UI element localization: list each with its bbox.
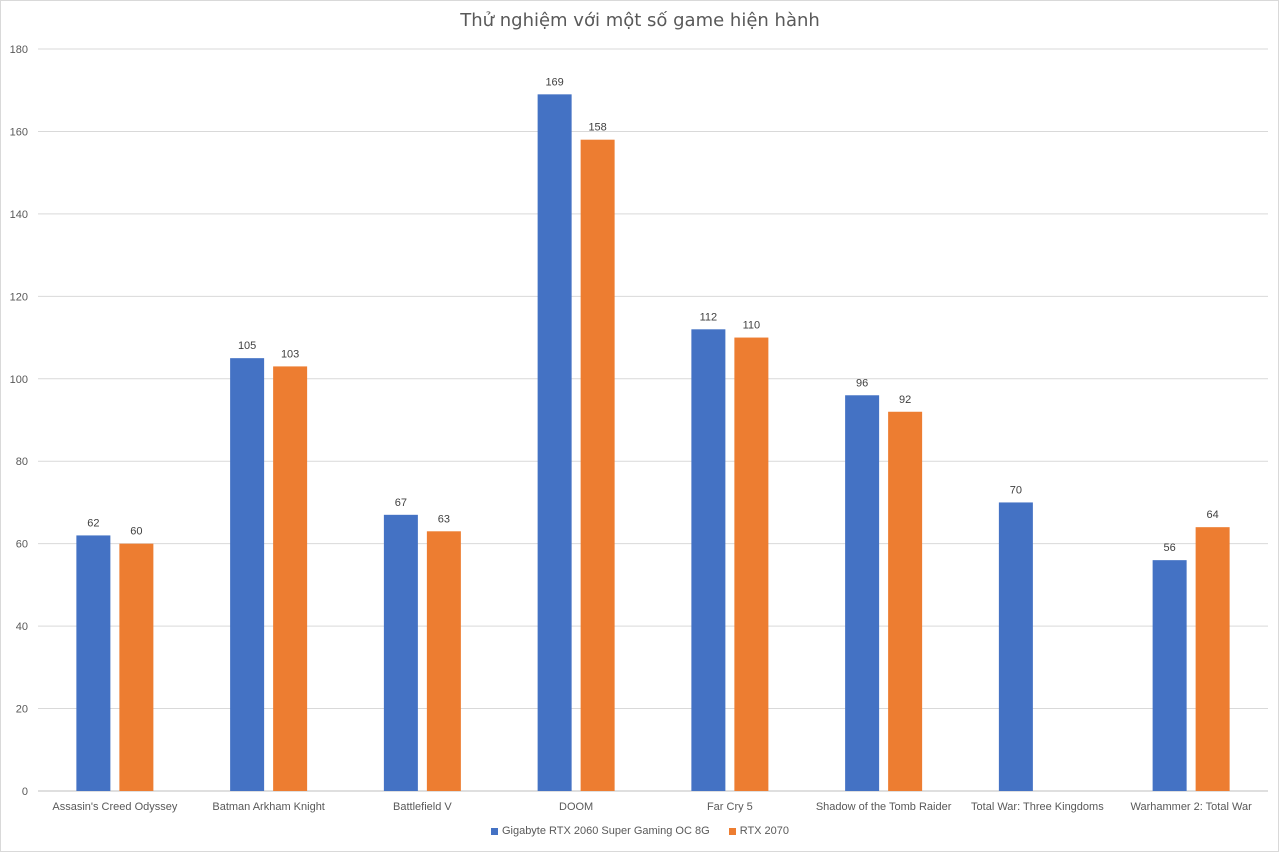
bar-series-1 <box>76 535 111 791</box>
data-label: 110 <box>743 320 761 332</box>
y-tick-label: 0 <box>22 786 28 798</box>
bar-series-1 <box>998 502 1033 791</box>
x-category-label: Far Cry 5 <box>707 801 753 813</box>
legend-swatch-series-1 <box>490 827 498 835</box>
x-category-label: Batman Arkham Knight <box>212 801 325 813</box>
legend-item-series-1: Gigabyte RTX 2060 Super Gaming OC 8G <box>490 825 710 837</box>
data-label: 92 <box>899 394 911 406</box>
x-axis-categories: Assasin's Creed Odyssey Batman Arkham Kni… <box>52 801 1252 813</box>
bar-series-1 <box>1152 560 1187 791</box>
bar-series-2 <box>1195 527 1230 791</box>
bar-series-1 <box>845 395 880 791</box>
chart-title: Thử nghiệm với một số game hiện hành <box>460 10 820 31</box>
bar-series-2 <box>426 531 461 791</box>
bar-series-2 <box>580 139 615 791</box>
data-label: 103 <box>281 348 299 360</box>
data-label: 70 <box>1010 484 1022 496</box>
y-tick-label: 40 <box>16 621 28 633</box>
bars <box>76 94 1230 792</box>
x-category-label: Assasin's Creed Odyssey <box>52 801 177 813</box>
x-category-label: Warhammer 2: Total War <box>1131 801 1253 813</box>
data-label: 64 <box>1207 509 1219 521</box>
legend-item-series-2: RTX 2070 <box>728 825 790 837</box>
x-category-label: Battlefield V <box>393 801 452 813</box>
x-category-label: DOOM <box>559 801 593 813</box>
y-tick-label: 20 <box>16 704 28 716</box>
bar-series-1 <box>383 514 418 791</box>
y-tick-label: 60 <box>16 539 28 551</box>
bar-series-1 <box>691 329 726 791</box>
data-label: 96 <box>856 377 868 389</box>
y-tick-label: 80 <box>16 456 28 468</box>
gridlines <box>38 48 1268 792</box>
data-label: 56 <box>1164 542 1176 554</box>
legend-label-series-2: RTX 2070 <box>739 825 790 837</box>
data-label: 112 <box>700 311 718 323</box>
bar-series-2 <box>119 543 154 791</box>
data-label: 158 <box>588 122 606 134</box>
y-axis-ticks: 0 20 40 60 80 100 120 140 160 180 <box>10 44 28 798</box>
y-tick-label: 120 <box>10 291 28 303</box>
data-label: 67 <box>395 497 407 509</box>
bar-series-2 <box>273 366 308 791</box>
data-label: 60 <box>130 526 142 538</box>
bar-series-2 <box>734 337 769 791</box>
x-category-label: Total War: Three Kingdoms <box>971 801 1104 813</box>
y-tick-label: 100 <box>10 374 28 386</box>
data-label: 169 <box>545 76 563 88</box>
bar-series-2 <box>888 411 923 791</box>
legend-swatch-series-2 <box>728 827 736 835</box>
data-labels: 62 60 105 103 67 63 169 158 112 110 96 92 70 56 64 <box>87 76 1219 554</box>
data-label: 105 <box>238 340 256 352</box>
legend-label-series-1: Gigabyte RTX 2060 Super Gaming OC 8G <box>501 825 710 837</box>
x-category-label: Shadow of the Tomb Raider <box>816 801 952 813</box>
bar-series-1 <box>537 94 572 792</box>
y-tick-label: 160 <box>10 126 28 138</box>
y-tick-label: 180 <box>10 44 28 56</box>
legend: Gigabyte RTX 2060 Super Gaming OC 8G RTX… <box>0 825 1280 838</box>
data-label: 63 <box>438 513 450 525</box>
y-tick-label: 140 <box>10 209 28 221</box>
data-label: 62 <box>87 517 99 529</box>
bar-series-1 <box>230 358 265 791</box>
